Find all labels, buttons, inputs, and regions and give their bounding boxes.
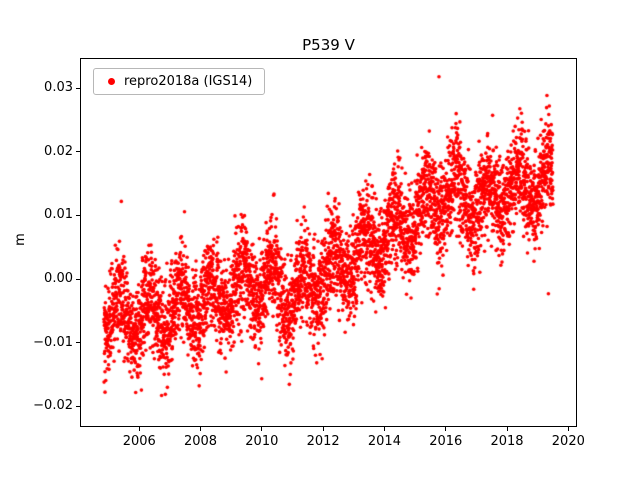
y-tick-mark: [76, 342, 80, 344]
y-tick-label: 0.00: [44, 271, 73, 287]
scatter-points-canvas: [81, 59, 576, 426]
y-tick-mark: [76, 151, 80, 153]
x-tick-mark: [261, 427, 263, 431]
x-tick-label: 2016: [429, 434, 463, 449]
x-tick-mark: [445, 427, 447, 431]
legend: repro2018a (IGS14): [93, 68, 266, 95]
y-tick-label: −0.01: [33, 334, 73, 350]
x-tick-label: 2018: [490, 434, 524, 449]
y-tick-mark: [76, 214, 80, 216]
x-tick-label: 2010: [245, 434, 279, 449]
y-axis-label: m: [12, 233, 28, 246]
y-tick-mark: [76, 87, 80, 89]
y-tick-label: 0.03: [44, 80, 73, 96]
x-tick-mark: [506, 427, 508, 431]
x-tick-mark: [138, 427, 140, 431]
x-tick-mark: [383, 427, 385, 431]
y-tick-mark: [76, 405, 80, 407]
x-tick-label: 2012: [306, 434, 340, 449]
x-tick-label: 2020: [551, 434, 585, 449]
y-tick-label: 0.02: [44, 143, 73, 159]
x-tick-label: 2014: [367, 434, 401, 449]
y-tick-label: −0.02: [33, 398, 73, 414]
y-tick-mark: [76, 278, 80, 280]
plot-area: repro2018a (IGS14): [80, 58, 577, 427]
y-tick-label: 0.01: [44, 207, 73, 223]
x-tick-mark: [322, 427, 324, 431]
x-tick-mark: [567, 427, 569, 431]
chart-title: P539 V: [302, 36, 355, 54]
x-tick-label: 2006: [122, 434, 156, 449]
legend-label: repro2018a (IGS14): [124, 74, 253, 89]
legend-marker-icon: [108, 78, 115, 85]
x-tick-label: 2008: [183, 434, 218, 449]
x-tick-mark: [200, 427, 202, 431]
